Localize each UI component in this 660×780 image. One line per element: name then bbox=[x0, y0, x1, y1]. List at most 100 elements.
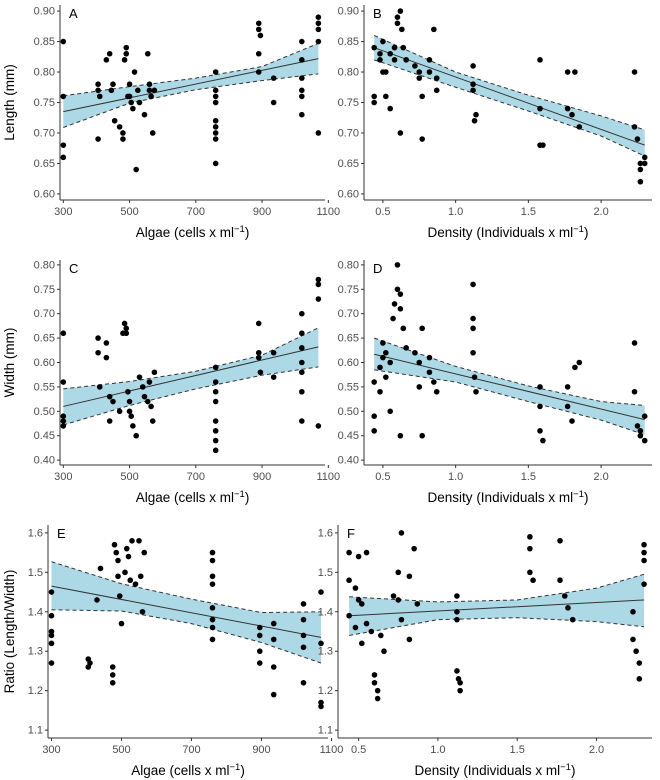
data-point bbox=[394, 14, 401, 20]
data-point bbox=[377, 50, 383, 57]
data-point bbox=[148, 93, 154, 100]
data-point bbox=[212, 136, 219, 142]
data-point bbox=[123, 44, 130, 51]
data-point bbox=[641, 581, 647, 587]
data-point bbox=[315, 130, 322, 136]
x-tick-label: 1.0 bbox=[448, 471, 463, 483]
data-point bbox=[416, 384, 423, 390]
data-point bbox=[315, 38, 322, 45]
data-point bbox=[146, 81, 153, 88]
data-point bbox=[146, 87, 153, 94]
data-point bbox=[270, 99, 277, 106]
y-tick-label: 1.1 bbox=[318, 725, 333, 737]
y-tick-label: 0.75 bbox=[34, 97, 55, 109]
panel-e: 1.1 1.2 1.3 1.4 1.5 1.6 300 500 700 900 1100 E Algae… bbox=[2, 525, 343, 778]
data-point bbox=[387, 408, 393, 415]
data-point bbox=[358, 640, 365, 647]
data-point bbox=[299, 359, 305, 366]
data-point bbox=[255, 354, 262, 361]
data-point bbox=[209, 581, 216, 587]
data-point bbox=[103, 340, 110, 346]
data-point bbox=[299, 310, 305, 317]
data-point bbox=[270, 620, 277, 627]
panel-label: A bbox=[69, 6, 78, 21]
data-point bbox=[126, 398, 133, 405]
x-tick-label: 2.0 bbox=[593, 471, 608, 483]
data-point bbox=[411, 545, 417, 552]
data-point bbox=[631, 69, 638, 75]
data-point bbox=[128, 99, 135, 106]
data-point bbox=[255, 69, 262, 75]
data-point bbox=[631, 388, 638, 395]
band-lower-edge bbox=[51, 609, 322, 664]
data-point bbox=[97, 565, 104, 572]
y-tick-label: 0.90 bbox=[338, 6, 359, 18]
data-point bbox=[270, 691, 277, 698]
data-point bbox=[299, 330, 305, 337]
y-tick-label: 1.2 bbox=[318, 685, 333, 697]
data-point bbox=[352, 585, 359, 591]
data-point bbox=[371, 99, 377, 106]
x-tick-label: 900 bbox=[252, 744, 270, 756]
data-point bbox=[537, 384, 543, 390]
data-point bbox=[397, 432, 404, 439]
data-point bbox=[473, 111, 479, 118]
data-point bbox=[128, 413, 135, 419]
data-point bbox=[212, 124, 219, 130]
data-point bbox=[419, 93, 425, 100]
data-point bbox=[299, 418, 305, 424]
data-point bbox=[141, 111, 148, 118]
data-point bbox=[412, 349, 418, 356]
data-point bbox=[631, 124, 638, 130]
data-point bbox=[60, 413, 67, 419]
data-point bbox=[641, 413, 648, 419]
data-point bbox=[318, 699, 324, 706]
data-point bbox=[60, 154, 67, 161]
data-point bbox=[141, 549, 148, 556]
data-point bbox=[130, 423, 136, 429]
data-point bbox=[212, 117, 219, 124]
data-point bbox=[120, 130, 126, 136]
data-point bbox=[315, 423, 322, 429]
data-point bbox=[397, 306, 404, 312]
data-point bbox=[564, 105, 571, 112]
data-point bbox=[109, 664, 116, 670]
data-point bbox=[270, 664, 277, 670]
data-point bbox=[403, 57, 409, 63]
data-point bbox=[212, 447, 219, 454]
data-point bbox=[123, 50, 130, 57]
data-point bbox=[300, 601, 307, 607]
data-point bbox=[641, 160, 648, 167]
data-point bbox=[109, 672, 116, 678]
data-point bbox=[126, 81, 133, 88]
data-point bbox=[212, 130, 219, 136]
data-point bbox=[318, 703, 324, 710]
data-point bbox=[633, 648, 639, 655]
y-tick-label: 0.55 bbox=[34, 381, 55, 393]
data-point bbox=[394, 262, 401, 268]
band-upper-edge bbox=[349, 573, 645, 603]
data-point bbox=[565, 605, 571, 611]
x-tick-label: 700 bbox=[187, 206, 205, 218]
data-point bbox=[371, 672, 378, 678]
x-tick-label: 0.5 bbox=[375, 206, 390, 218]
data-point bbox=[371, 93, 377, 100]
y-tick-label: 0.60 bbox=[34, 188, 55, 200]
data-point bbox=[270, 75, 277, 81]
data-point bbox=[470, 315, 476, 322]
data-point bbox=[129, 537, 135, 544]
y-tick-label: 0.70 bbox=[34, 308, 55, 320]
data-point bbox=[255, 320, 262, 327]
data-point bbox=[151, 369, 158, 376]
data-point bbox=[87, 660, 93, 666]
data-point bbox=[212, 418, 219, 424]
y-tick-label: 0.80 bbox=[338, 259, 359, 271]
data-point bbox=[108, 87, 115, 94]
data-point bbox=[209, 557, 216, 564]
data-point bbox=[106, 418, 113, 424]
data-point bbox=[318, 589, 324, 595]
data-point bbox=[48, 612, 55, 619]
data-point bbox=[537, 403, 543, 410]
x-axis-title: Algae (cells x ml−1) bbox=[131, 762, 245, 778]
